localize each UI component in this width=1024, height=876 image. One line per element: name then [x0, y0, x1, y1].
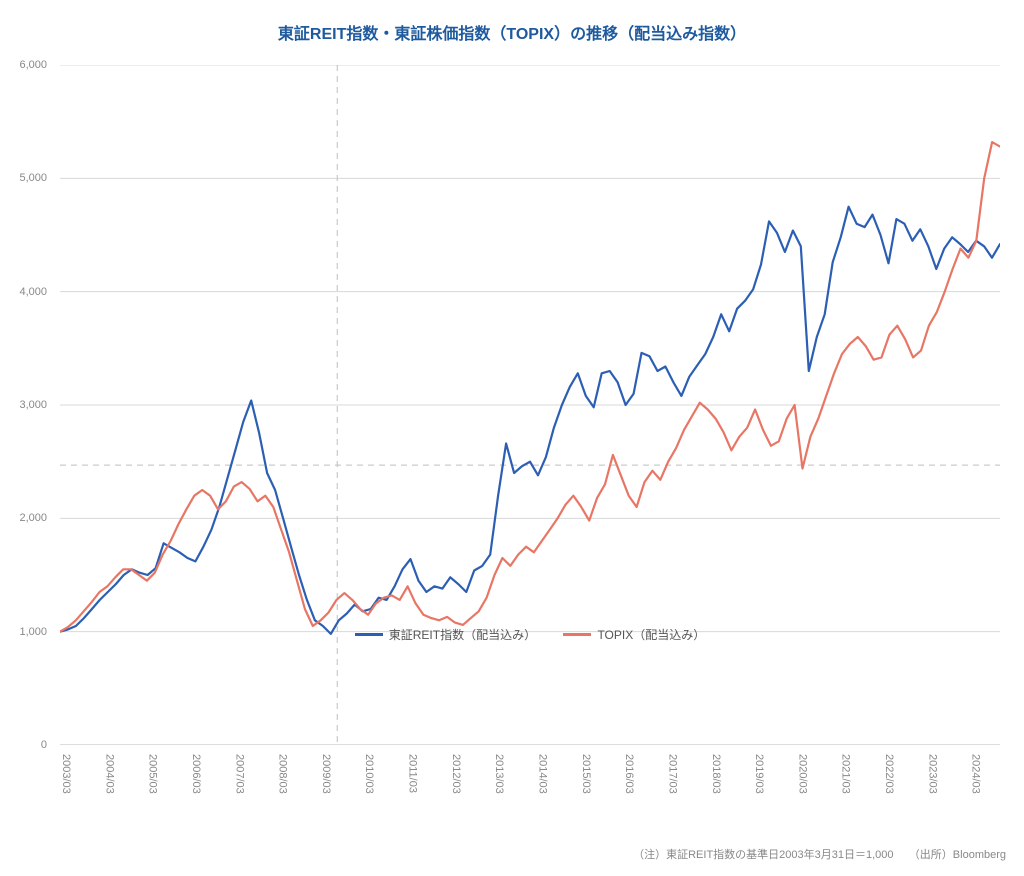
legend-item-topix: TOPIX（配当込み）: [563, 626, 705, 643]
x-tick-label: 2021/03: [840, 754, 852, 794]
y-tick-label: 4,000: [19, 286, 47, 298]
legend-label-reit: 東証REIT指数（配当込み）: [389, 626, 536, 643]
y-axis: 01,0002,0003,0004,0005,0006,000: [0, 65, 55, 745]
x-axis: 2003/03 2004/03 2005/03 2006/03 2007/03 2008/…: [60, 750, 1000, 830]
x-tick-label: 2015/03: [580, 754, 592, 794]
x-tick-label: 2004/03: [103, 754, 115, 794]
legend-swatch-reit: [355, 633, 383, 636]
x-tick-label: 2018/03: [710, 754, 722, 794]
x-tick-label: 2020/03: [796, 754, 808, 794]
legend: 東証REIT指数（配当込み） TOPIX（配当込み）: [60, 625, 1000, 643]
x-tick-label: 2022/03: [883, 754, 895, 794]
y-tick-label: 2,000: [19, 512, 47, 524]
x-tick-label: 2024/03: [970, 754, 982, 794]
plot-area: [60, 65, 1000, 745]
legend-item-reit: 東証REIT指数（配当込み）: [355, 626, 536, 643]
chart-title: 東証REIT指数・東証株価指数（TOPIX）の推移（配当込み指数）: [0, 0, 1024, 44]
plot-svg: [60, 65, 1000, 745]
x-tick-label: 2016/03: [623, 754, 635, 794]
y-tick-label: 1,000: [19, 626, 47, 638]
footnote: （注）東証REIT指数の基準日2003年3月31日＝1,000 （出所）Bloo…: [633, 846, 1006, 862]
x-tick-label: 2007/03: [233, 754, 245, 794]
x-tick-label: 2011/03: [407, 754, 419, 793]
x-tick-label: 2017/03: [666, 754, 678, 794]
chart-container: 東証REIT指数・東証株価指数（TOPIX）の推移（配当込み指数） 0 1,000…: [0, 0, 1024, 876]
x-tick-label: 2014/03: [536, 754, 548, 794]
x-tick-label: 2010/03: [363, 754, 375, 794]
y-tick-label: 3,000: [19, 399, 47, 411]
x-tick-label: 2005/03: [147, 754, 159, 794]
legend-swatch-topix: [563, 633, 591, 636]
x-tick-label: 2008/03: [277, 754, 289, 794]
x-tick-label: 2019/03: [753, 754, 765, 794]
x-tick-label: 2003/03: [60, 754, 72, 794]
x-tick-label: 2009/03: [320, 754, 332, 794]
x-tick-label: 2012/03: [450, 754, 462, 794]
x-tick-label: 2013/03: [493, 754, 505, 794]
footnote-note: （注）東証REIT指数の基準日2003年3月31日＝1,000: [633, 849, 893, 861]
y-tick-label: 0: [41, 739, 47, 751]
x-tick-label: 2006/03: [190, 754, 202, 794]
legend-label-topix: TOPIX（配当込み）: [597, 626, 705, 643]
y-tick-label: 6,000: [19, 59, 47, 71]
y-tick-label: 5,000: [19, 172, 47, 184]
footnote-source: （出所）Bloomberg: [909, 849, 1006, 861]
x-tick-label: 2023/03: [926, 754, 938, 794]
